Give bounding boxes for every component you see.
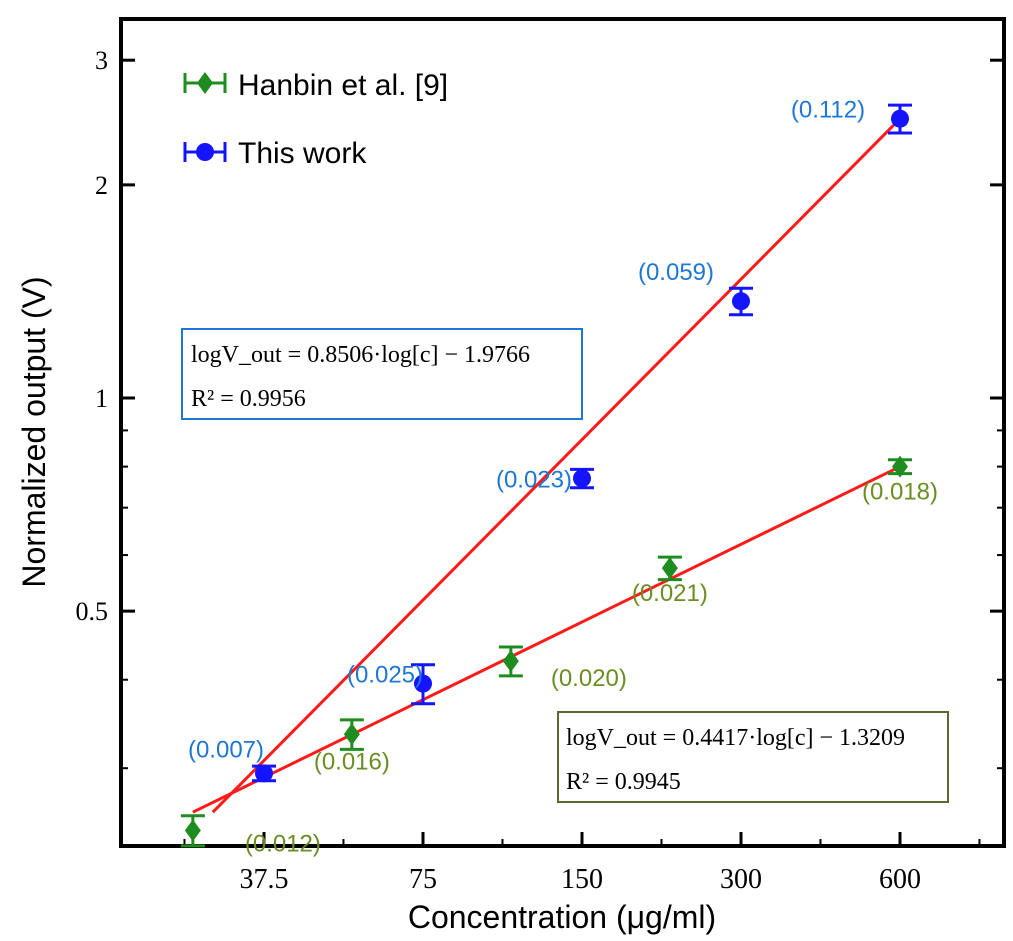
legend-label-this-work: This work [238, 137, 367, 170]
r-squared-text: R² = 0.9945 [566, 769, 681, 795]
data-point-diamond [184, 819, 201, 842]
error-label: (0.021) [632, 580, 708, 607]
legend: Hanbin et al. [9] This work [183, 69, 448, 170]
x-tick-label: 600 [879, 864, 921, 895]
equation-box-hanbin: logV_out = 0.4417·log[c] − 1.3209 R² = 0… [557, 711, 949, 803]
error-label: (0.059) [638, 259, 714, 286]
plot-frame [119, 17, 1006, 848]
marker-group [180, 103, 912, 848]
data-point-diamond [892, 455, 908, 478]
data-point-diamond [661, 557, 678, 580]
legend-symbol [197, 72, 213, 94]
data-point-circle [255, 764, 273, 783]
error-label: (0.112) [791, 97, 865, 124]
data-point-diamond [343, 723, 360, 746]
x-axis-label: Concentration (μg/ml) [408, 899, 716, 935]
error-label: (0.012) [245, 830, 321, 857]
x-tick-label: 37.5 [240, 864, 289, 895]
legend-item-this-work: This work [183, 137, 367, 170]
equation-box-frame [181, 328, 583, 420]
data-point-circle [732, 292, 750, 311]
data-point-diamond [502, 650, 519, 673]
fit-line [192, 465, 901, 814]
x-tick-label: 150 [561, 864, 603, 895]
data-point-circle [573, 469, 591, 488]
error-label: (0.018) [862, 479, 938, 506]
error-label: (0.007) [188, 736, 264, 763]
fit-line [211, 117, 902, 814]
equation-box-frame [557, 711, 949, 803]
legend-symbol [196, 143, 214, 161]
legend-label-hanbin: Hanbin et al. [9] [238, 69, 448, 102]
error-label: (0.016) [314, 748, 390, 775]
legend-marker-diamond [183, 72, 227, 94]
y-tick-label: 2 [95, 171, 108, 200]
y-tick-label: 0.5 [76, 597, 109, 626]
legend-item-hanbin: Hanbin et al. [9] [183, 69, 448, 102]
legend-marker-circle [183, 142, 227, 162]
error-label: (0.023) [496, 466, 572, 493]
data-point-circle [414, 674, 432, 693]
fit-line-group [192, 117, 902, 814]
y-tick-label: 1 [95, 384, 108, 413]
equation-text: logV_out = 0.4417·log[c] − 1.3209 [566, 725, 905, 751]
x-tick-label: 75 [409, 864, 437, 895]
y-axis-label: Normalized output (V) [16, 276, 52, 587]
equation-box-this-work: logV_out = 0.8506·log[c] − 1.9766 R² = 0… [181, 328, 583, 420]
error-label-group: (0.012) (0.016) (0.020) (0.021) (0.018) (0.00… [188, 97, 938, 858]
y-tick-label: 3 [95, 46, 108, 75]
error-label: (0.025) [347, 662, 423, 689]
r-squared-text: R² = 0.9956 [191, 386, 306, 412]
x-tick-label: 300 [720, 864, 762, 895]
equation-text: logV_out = 0.8506·log[c] − 1.9766 [191, 342, 530, 368]
data-point-circle [891, 109, 909, 128]
error-label: (0.020) [551, 665, 627, 692]
